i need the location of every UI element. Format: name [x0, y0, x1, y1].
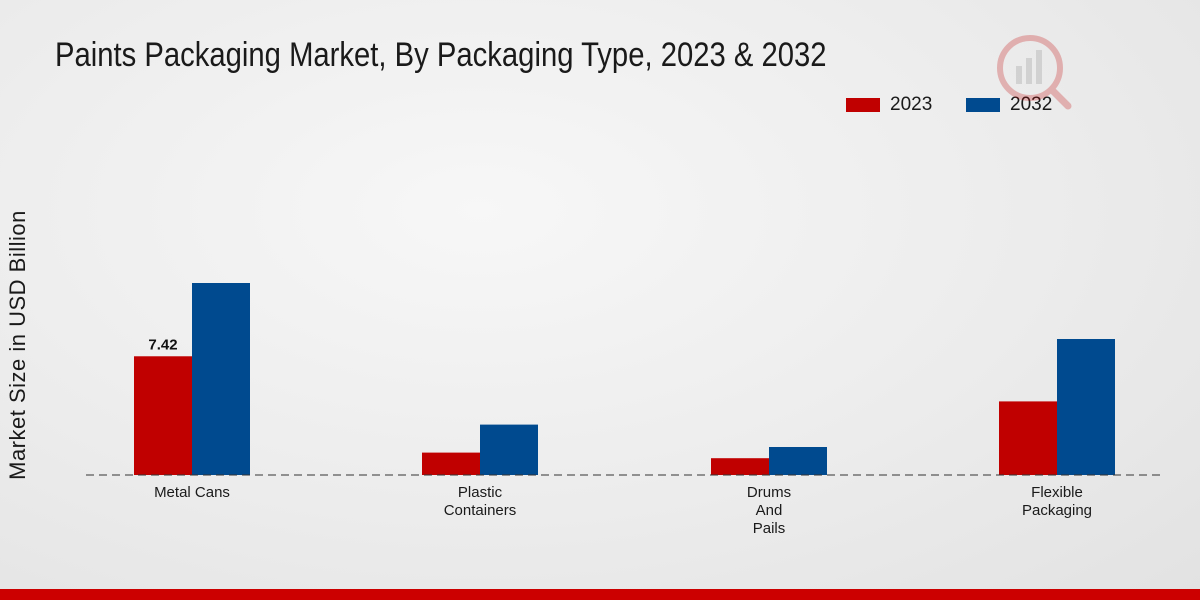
chart-title: Paints Packaging Market, By Packaging Ty…	[55, 36, 827, 74]
bar-2032-metal-cans	[192, 283, 250, 475]
legend-item-2023: 2023	[846, 94, 932, 116]
bar-2023-metal-cans	[134, 356, 192, 475]
bar-2023-flexible-packaging	[999, 401, 1057, 475]
legend-swatch-2032	[966, 98, 1000, 112]
data-label: 7.42	[148, 336, 177, 353]
legend-label-2023: 2023	[890, 94, 933, 115]
x-tick-label: Flexible Packaging	[1022, 484, 1092, 519]
bar-2032-flexible-packaging	[1057, 339, 1115, 475]
x-tick-label: Plastic Containers	[444, 484, 517, 519]
legend-item-2032: 2032	[966, 94, 1052, 116]
bar-2023-drums-and-pails	[711, 458, 769, 475]
legend-label-2032: 2032	[1010, 94, 1053, 115]
bar-2032-drums-and-pails	[769, 447, 827, 475]
bar-2023-plastic-containers	[422, 452, 480, 475]
x-tick-label: Drums And Pails	[747, 484, 791, 537]
bottom-accent-bar	[0, 589, 1200, 600]
watermark-logo-icon	[997, 35, 1072, 110]
legend-swatch-2023	[846, 98, 880, 112]
bar-2032-plastic-containers	[480, 424, 538, 475]
x-tick-label: Metal Cans	[154, 484, 230, 501]
